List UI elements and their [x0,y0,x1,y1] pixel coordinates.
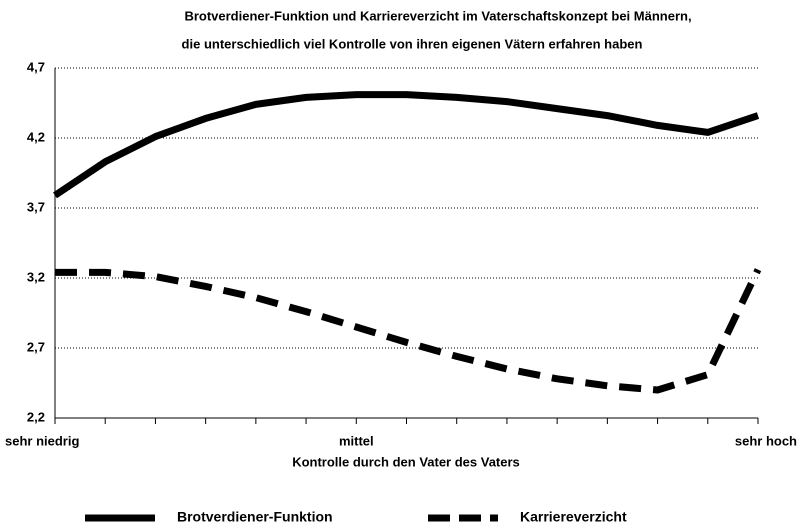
legend-label: Brotverdiener-Funktion [177,509,333,525]
data-line [53,91,760,199]
x-axis-label: Kontrolle durch den Vater des Vaters [292,454,520,469]
chart-title: die unterschiedlich viel Kontrolle von i… [182,36,643,51]
y-tick-label: 4,7 [27,59,45,74]
y-tick-label: 3,7 [27,199,45,214]
data-line [55,268,762,394]
x-tick-label: sehr hoch [735,433,797,448]
legend-label: Karriereverzicht [520,509,627,525]
y-tick-label: 2,2 [27,409,45,424]
y-tick-label: 3,2 [27,269,45,284]
y-tick-label: 2,7 [27,339,45,354]
x-tick-label: mittel [339,433,374,448]
x-tick-label: sehr niedrig [5,433,79,448]
y-tick-label: 4,2 [27,129,45,144]
chart-title: Brotverdiener-Funktion und Karriereverzi… [184,8,691,23]
